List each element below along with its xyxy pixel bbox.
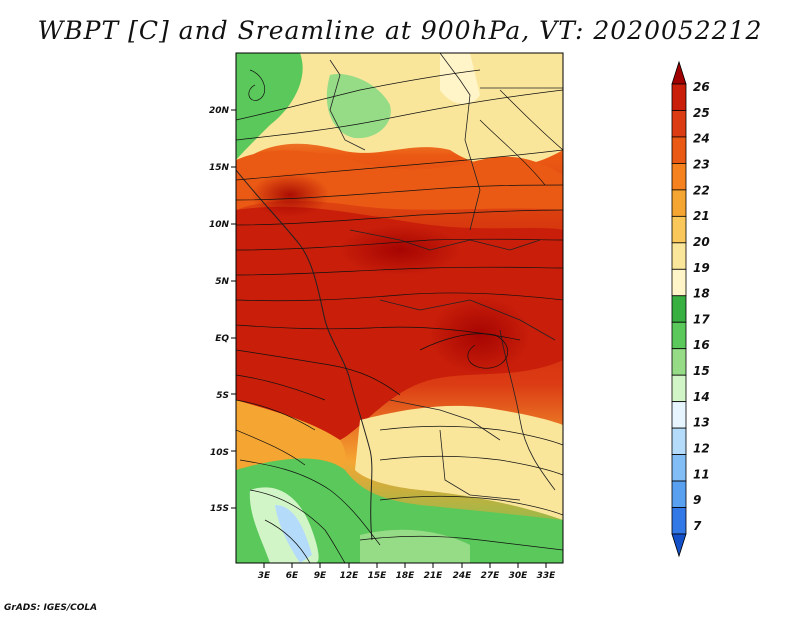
colorbar-label: 14: [693, 390, 710, 404]
lat-label: 20N: [209, 106, 230, 116]
lat-label: 10S: [210, 448, 229, 458]
colorbar-swatch: [671, 189, 687, 217]
colorbar-label: 21: [693, 209, 710, 223]
colorbar-label: 18: [693, 287, 710, 301]
lat-label: 5N: [215, 277, 229, 287]
colorbar-label: 9: [693, 493, 701, 507]
lat-label: 15S: [210, 504, 229, 514]
lon-label: 27E: [481, 571, 501, 581]
lon-label: 18E: [396, 571, 416, 581]
colorbar-label: 26: [693, 80, 710, 94]
colorbar-label: 19: [693, 261, 710, 275]
field-shading: [236, 53, 563, 563]
map-title: WBPT [C] and Sreamline at 900hPa, VT: 20…: [37, 16, 763, 45]
lon-label: 24E: [453, 571, 473, 581]
lon-label: 12E: [340, 571, 360, 581]
lon-label: 30E: [509, 571, 529, 581]
colorbar-swatch: [671, 348, 687, 376]
colorbar-label: 11: [693, 467, 710, 481]
colorbar-label: 22: [693, 183, 710, 197]
lon-label: 6E: [286, 571, 299, 581]
colorbar-label: 23: [693, 157, 710, 171]
colorbar-swatch: [671, 215, 687, 244]
streamlines: [236, 69, 563, 563]
lon-label: 9E: [314, 571, 327, 581]
lat-label: 15N: [209, 163, 230, 173]
colorbar-swatch: [671, 507, 687, 535]
grads-credit: GrADS: IGES/COLA: [4, 603, 98, 613]
map-frame: [235, 52, 564, 564]
colorbar-label: 17: [693, 312, 710, 326]
colorbar-bottom-arrow: [671, 533, 687, 558]
lat-label: EQ: [215, 334, 229, 344]
lon-label: 3E: [258, 571, 271, 581]
lat-label: 5S: [216, 391, 229, 401]
colorbar-swatch: [671, 163, 687, 191]
lon-axis: 3E 6E 9E 12E 15E 18E 21E 24E 27E 30E 33E: [258, 563, 556, 581]
colorbar-label: 13: [693, 416, 710, 430]
colorbar-swatch: [671, 242, 687, 270]
colorbar-swatch: [671, 295, 687, 323]
lon-label: 21E: [424, 571, 444, 581]
lon-label: 33E: [537, 571, 557, 581]
colorbar: 26 25 24 23 22 21 20 19 18 17 16 15 14 13 12 11 9 7: [671, 60, 710, 558]
colorbar-swatch: [671, 83, 687, 111]
colorbar-swatch: [671, 136, 687, 164]
colorbar-swatch: [671, 321, 687, 350]
colorbar-label: 7: [693, 519, 702, 533]
colorbar-swatch: [671, 401, 687, 429]
colorbar-swatch: [671, 110, 687, 138]
colorbar-swatch: [671, 374, 687, 403]
colorbar-top-arrow: [671, 60, 687, 85]
colorbar-label: 20: [693, 235, 710, 249]
lat-axis: 20N 15N 10N 5N EQ 5S 10S 15S: [209, 106, 236, 514]
colorbar-label: 16: [693, 338, 710, 352]
lon-label: 15E: [368, 571, 388, 581]
colorbar-swatch: [671, 427, 687, 455]
colorbar-label: 24: [693, 132, 710, 146]
colorbar-swatch: [671, 268, 687, 297]
colorbar-swatch: [671, 480, 687, 508]
colorbar-label: 12: [693, 442, 710, 456]
colorbar-label: 25: [693, 106, 710, 120]
colorbar-swatch: [671, 454, 687, 482]
lat-label: 10N: [209, 220, 230, 230]
colorbar-label: 15: [693, 364, 710, 378]
